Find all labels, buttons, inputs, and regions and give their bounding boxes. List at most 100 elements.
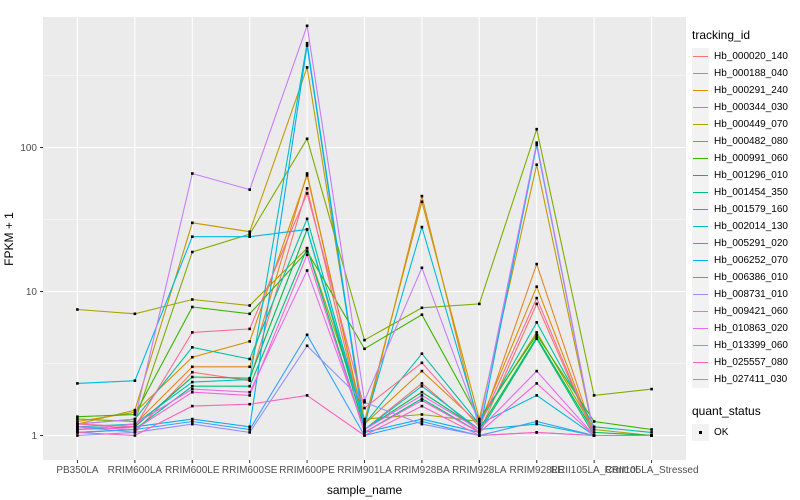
- data-point: [76, 420, 79, 423]
- data-point: [305, 217, 309, 221]
- data-point: [76, 382, 79, 385]
- data-point: [305, 44, 309, 47]
- data-point: [363, 425, 366, 429]
- data-point: [248, 402, 251, 406]
- legend-item-label: Hb_013399_060: [714, 340, 788, 351]
- legend-key-swatch: [692, 252, 709, 269]
- legend-key-swatch: [692, 201, 709, 218]
- legend-item: Hb_009421_060: [692, 303, 798, 320]
- data-point: [191, 384, 194, 388]
- data-point: [133, 431, 137, 434]
- y-axis-title: FPKM + 1: [2, 212, 16, 266]
- legend-item-label: Hb_000449_070: [714, 119, 788, 130]
- data-point: [592, 434, 596, 437]
- data-point: [248, 384, 251, 388]
- data-point: [76, 417, 79, 421]
- data-point: [76, 434, 79, 437]
- data-point: [478, 434, 481, 437]
- data-point: [248, 312, 251, 316]
- data-point: [305, 394, 309, 397]
- legend-item: Hb_001454_350: [692, 184, 798, 201]
- x-axis-title: sample_name: [326, 483, 403, 497]
- legend-item: Hb_000344_030: [692, 99, 798, 116]
- data-point: [363, 428, 366, 431]
- data-point: [420, 399, 424, 402]
- data-point: [363, 422, 366, 426]
- legend-key-swatch: [692, 269, 709, 286]
- data-point: [478, 417, 481, 421]
- data-point: [191, 375, 194, 379]
- data-point: [535, 382, 538, 385]
- data-point: [248, 232, 251, 236]
- legend-item-label: Hb_000020_140: [714, 51, 788, 62]
- data-point: [76, 415, 79, 418]
- data-point: [248, 390, 251, 394]
- data-point: [478, 431, 481, 434]
- data-point: [305, 269, 309, 272]
- x-tick-label: RRIM928LE: [509, 465, 564, 476]
- data-point: [363, 406, 366, 410]
- data-point: [535, 262, 538, 266]
- y-tick-label: 10: [26, 287, 38, 298]
- legend-key-swatch: [692, 286, 709, 303]
- legend-item: Hb_002014_130: [692, 218, 798, 235]
- data-point: [191, 390, 194, 394]
- data-point: [191, 250, 194, 254]
- data-point: [420, 382, 424, 385]
- data-point: [478, 428, 481, 431]
- data-point: [650, 431, 653, 434]
- data-point: [592, 428, 596, 431]
- data-point: [248, 428, 251, 431]
- data-point: [535, 420, 538, 423]
- data-point: [248, 357, 251, 361]
- data-point: [305, 41, 309, 45]
- data-point: [191, 305, 194, 309]
- data-point: [420, 384, 424, 388]
- data-point: [420, 200, 424, 204]
- x-tick-label: RRIM600PE: [279, 465, 335, 476]
- legend-item-label: Hb_000188_040: [714, 68, 788, 79]
- data-point: [420, 313, 424, 316]
- data-point: [191, 172, 194, 175]
- data-point: [248, 340, 251, 343]
- data-point: [535, 302, 538, 306]
- legend-item-label: Hb_000344_030: [714, 102, 788, 113]
- legend-item-label: Hb_025557_080: [714, 357, 788, 368]
- legend-quant-status-entries: OK: [692, 424, 798, 441]
- legend-item: Hb_000991_060: [692, 150, 798, 167]
- data-point: [305, 253, 309, 256]
- data-point: [650, 428, 653, 431]
- data-point: [420, 194, 424, 198]
- data-point: [592, 420, 596, 423]
- data-point: [191, 331, 194, 334]
- legend-item: Hb_027411_030: [692, 371, 798, 388]
- data-point: [133, 425, 137, 429]
- data-point: [133, 422, 137, 426]
- legend-entries: Hb_000020_140 Hb_000188_040 Hb_000291_240 H…: [692, 48, 798, 388]
- data-point: [191, 346, 194, 349]
- data-point: [420, 390, 424, 394]
- data-point: [191, 387, 194, 391]
- data-point: [420, 404, 424, 408]
- data-point: [305, 246, 309, 250]
- legend-item-label: Hb_000991_060: [714, 153, 788, 164]
- data-point: [363, 417, 366, 421]
- legend-item-quant-status: OK: [692, 424, 798, 441]
- legend-title-quant-status: quant_status: [692, 404, 761, 418]
- data-point: [420, 417, 424, 421]
- data-point: [478, 420, 481, 423]
- legend: tracking_id Hb_000020_140 Hb_000188_040 Hb…: [692, 28, 798, 441]
- data-point: [133, 411, 137, 414]
- data-point: [592, 394, 596, 397]
- data-point: [535, 285, 538, 288]
- data-point: [305, 66, 309, 69]
- legend-item: Hb_008731_010: [692, 286, 798, 303]
- legend-item-label: Hb_000482_080: [714, 136, 788, 147]
- data-point: [535, 331, 538, 334]
- legend-item: Hb_001579_160: [692, 201, 798, 218]
- data-point: [478, 422, 481, 426]
- data-point: [420, 397, 424, 400]
- legend-item-label: Hb_001454_350: [714, 187, 788, 198]
- data-point: [650, 387, 653, 391]
